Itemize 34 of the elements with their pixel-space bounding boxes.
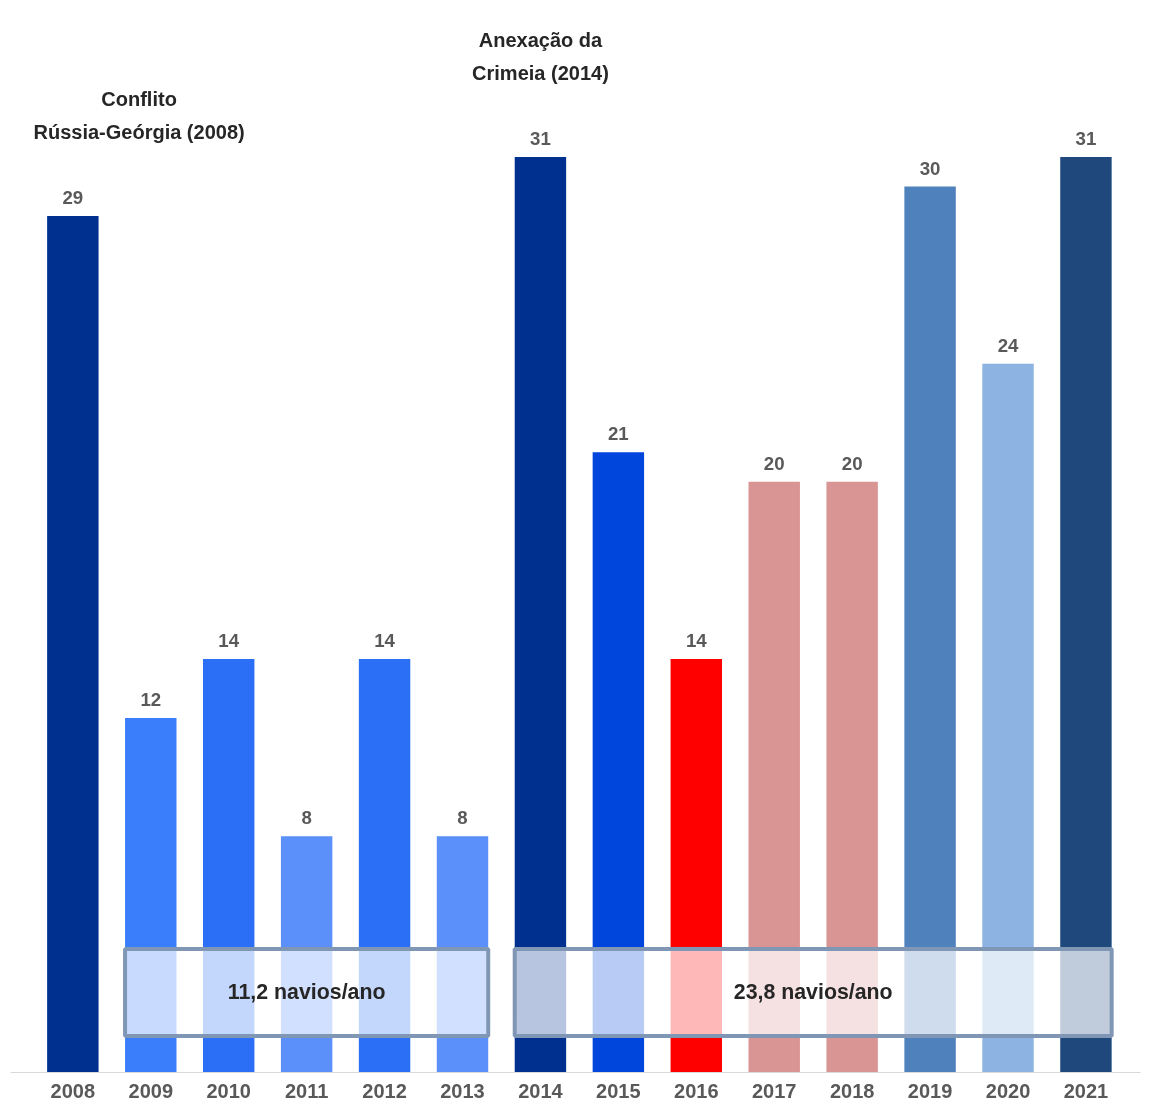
data-label: 12 xyxy=(140,689,162,711)
x-tick-label: 2019 xyxy=(907,1079,953,1102)
data-label: 14 xyxy=(685,630,708,652)
x-tick-label: 2014 xyxy=(518,1079,564,1102)
x-tick-label: 2010 xyxy=(206,1079,251,1102)
data-label: 30 xyxy=(919,157,941,179)
x-tick-label: 2011 xyxy=(284,1079,329,1102)
x-tick-label: 2021 xyxy=(1063,1079,1109,1102)
data-label: 31 xyxy=(530,127,551,149)
data-label: 8 xyxy=(457,807,468,829)
data-label: 21 xyxy=(607,423,629,445)
x-tick-label: 2015 xyxy=(596,1079,641,1102)
bar xyxy=(1060,156,1112,1073)
x-tick-label: 2016 xyxy=(674,1079,719,1102)
data-label: 20 xyxy=(841,452,863,474)
bar xyxy=(47,216,99,1073)
x-tick-label: 2018 xyxy=(829,1079,875,1102)
x-tick-label: 2017 xyxy=(751,1079,797,1102)
x-tick-label: 2013 xyxy=(440,1079,485,1102)
band-label: 23,8 navios/ano xyxy=(733,980,893,1005)
data-label: 31 xyxy=(1075,127,1097,149)
data-label: 14 xyxy=(218,630,240,652)
data-label: 24 xyxy=(997,334,1020,356)
x-tick-label: 2009 xyxy=(128,1079,174,1102)
text: Conflito Rússia-Geórgia (2008) xyxy=(33,87,245,143)
band-label: 11,2 navios/ano xyxy=(227,980,386,1005)
data-label: 8 xyxy=(301,807,312,829)
x-tick-label: 2008 xyxy=(50,1079,96,1102)
x-tick-label: 2012 xyxy=(362,1079,407,1102)
text: Anexação da Crimeia (2014) xyxy=(472,28,609,84)
data-label: 14 xyxy=(374,630,396,652)
x-tick-label: 2020 xyxy=(985,1079,1031,1102)
data-label: 20 xyxy=(763,452,785,474)
data-label: 29 xyxy=(62,187,84,209)
